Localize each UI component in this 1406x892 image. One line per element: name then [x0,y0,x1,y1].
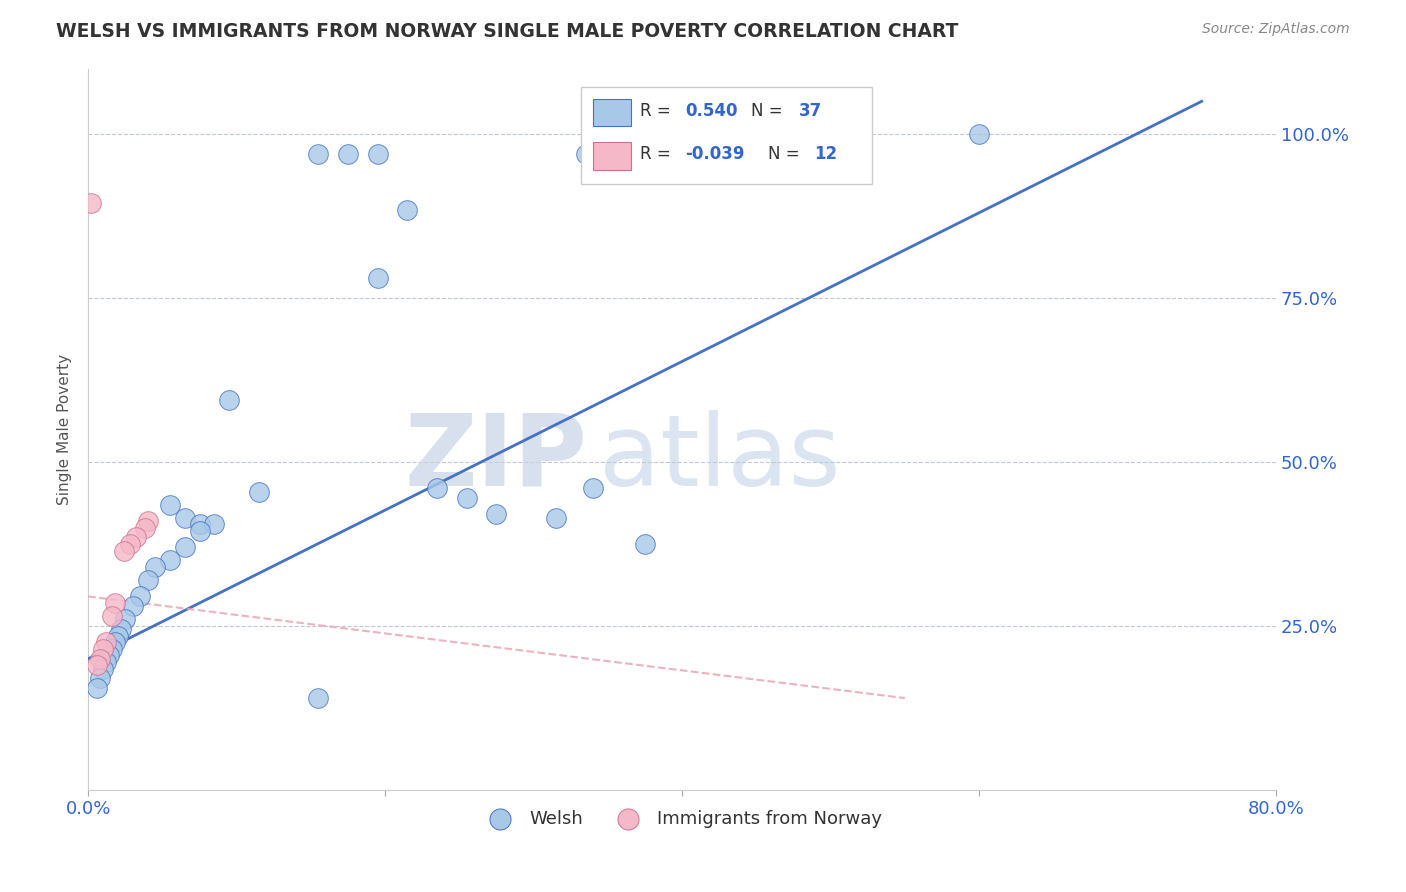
Point [218,392,240,407]
Point [396,202,419,217]
Point [485,508,508,522]
Point [89,652,111,666]
Point [159,553,181,567]
Point [101,641,124,656]
Legend: Welsh, Immigrants from Norway: Welsh, Immigrants from Norway [475,803,889,835]
Point [110,622,132,636]
Point [86,681,108,696]
Text: N =: N = [751,102,787,120]
Point [634,537,657,551]
Text: ZIP: ZIP [404,409,588,507]
Text: 0.540: 0.540 [686,102,738,120]
Point [367,146,389,161]
Point [89,672,111,686]
Point [247,484,270,499]
Point [121,599,143,614]
Point [107,629,129,643]
Text: Source: ZipAtlas.com: Source: ZipAtlas.com [1202,22,1350,37]
Point [188,524,211,538]
Y-axis label: Single Male Poverty: Single Male Poverty [58,353,72,505]
Text: -0.039: -0.039 [686,145,745,163]
Point [173,510,195,524]
Text: atlas: atlas [599,409,841,507]
Point [134,520,156,534]
Point [86,658,108,673]
Point [104,635,127,649]
Point [101,609,124,624]
Point [94,635,117,649]
Text: 37: 37 [799,102,821,120]
Point [202,517,225,532]
Text: 12: 12 [814,145,837,163]
Text: WELSH VS IMMIGRANTS FROM NORWAY SINGLE MALE POVERTY CORRELATION CHART: WELSH VS IMMIGRANTS FROM NORWAY SINGLE M… [56,22,959,41]
Point [307,691,329,706]
Text: N =: N = [768,145,804,163]
Point [143,560,166,574]
Point [91,641,114,656]
Point [544,510,567,524]
FancyBboxPatch shape [593,99,631,127]
FancyBboxPatch shape [593,142,631,169]
Point [307,146,329,161]
Point [91,662,114,676]
Point [456,491,478,505]
Point [114,612,136,626]
Point [118,537,141,551]
Text: R =: R = [641,102,676,120]
Point [426,481,449,495]
Point [136,573,159,587]
Point [159,498,181,512]
Point [173,541,195,555]
Point [112,543,135,558]
Point [129,590,152,604]
Point [574,146,596,161]
Point [336,146,359,161]
Point [80,196,103,211]
Point [104,596,127,610]
Text: R =: R = [641,145,676,163]
Point [136,514,159,528]
FancyBboxPatch shape [581,87,872,184]
Point [97,648,120,663]
Point [188,517,211,532]
Point [582,481,605,495]
Point [967,127,990,141]
Point [124,530,146,544]
Point [367,271,389,285]
Point [94,655,117,669]
